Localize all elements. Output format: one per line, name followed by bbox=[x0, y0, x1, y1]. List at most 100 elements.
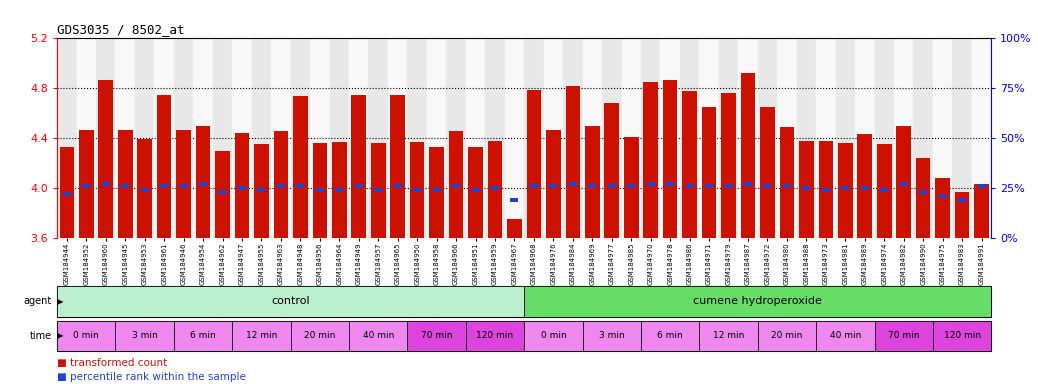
Bar bbox=[566, 86, 580, 238]
Bar bbox=[582, 321, 640, 351]
Bar bbox=[644, 82, 658, 238]
Bar bbox=[193, 38, 213, 238]
Bar bbox=[491, 186, 499, 190]
Bar bbox=[624, 137, 638, 238]
Bar bbox=[783, 184, 791, 188]
Bar bbox=[524, 286, 991, 317]
Bar bbox=[955, 192, 969, 238]
Bar bbox=[233, 321, 291, 351]
Bar bbox=[816, 321, 874, 351]
Bar bbox=[855, 38, 874, 238]
Text: 12 min: 12 min bbox=[246, 331, 277, 341]
Bar bbox=[920, 190, 927, 194]
Bar bbox=[563, 38, 582, 238]
Text: 70 min: 70 min bbox=[420, 331, 453, 341]
Bar bbox=[199, 182, 207, 186]
Bar bbox=[758, 321, 816, 351]
Text: 70 min: 70 min bbox=[887, 331, 920, 341]
Text: 120 min: 120 min bbox=[476, 331, 514, 341]
Bar bbox=[118, 129, 133, 238]
Bar bbox=[764, 184, 771, 188]
Text: ■ percentile rank within the sample: ■ percentile rank within the sample bbox=[57, 372, 246, 382]
Bar bbox=[254, 144, 269, 238]
Bar bbox=[549, 184, 557, 188]
Bar bbox=[604, 103, 619, 238]
Bar bbox=[524, 321, 582, 351]
Bar bbox=[433, 188, 440, 192]
Bar bbox=[137, 139, 152, 238]
Bar bbox=[330, 38, 349, 238]
Bar bbox=[857, 134, 872, 238]
Bar bbox=[82, 184, 90, 188]
Bar bbox=[79, 129, 93, 238]
Bar bbox=[375, 188, 382, 192]
Bar bbox=[349, 38, 368, 238]
Bar bbox=[702, 107, 716, 238]
Text: ▶: ▶ bbox=[57, 297, 63, 306]
Bar bbox=[933, 321, 991, 351]
Bar bbox=[526, 89, 541, 238]
Bar bbox=[861, 186, 869, 190]
Bar bbox=[666, 182, 674, 186]
Bar bbox=[57, 321, 115, 351]
Bar bbox=[99, 79, 113, 238]
Bar bbox=[874, 321, 933, 351]
Bar bbox=[352, 94, 366, 238]
Text: 40 min: 40 min bbox=[829, 331, 861, 341]
Bar bbox=[585, 126, 600, 238]
Bar bbox=[312, 143, 327, 238]
Bar bbox=[582, 38, 602, 238]
Bar bbox=[332, 142, 347, 238]
Bar bbox=[897, 126, 911, 238]
Bar bbox=[705, 184, 713, 188]
Bar bbox=[407, 38, 427, 238]
Bar bbox=[468, 147, 483, 238]
Bar bbox=[257, 188, 266, 192]
Text: 3 min: 3 min bbox=[132, 331, 158, 341]
Bar bbox=[640, 38, 660, 238]
Bar bbox=[802, 186, 811, 190]
Bar bbox=[721, 93, 736, 238]
Bar bbox=[57, 38, 77, 238]
Bar bbox=[335, 188, 344, 192]
Bar bbox=[836, 38, 855, 238]
Text: control: control bbox=[271, 296, 310, 306]
Bar bbox=[488, 141, 502, 238]
Bar bbox=[682, 91, 696, 238]
Bar bbox=[271, 38, 291, 238]
Bar bbox=[680, 38, 700, 238]
Bar bbox=[390, 94, 405, 238]
Bar bbox=[819, 141, 834, 238]
Bar bbox=[453, 184, 460, 188]
Text: agent: agent bbox=[24, 296, 52, 306]
Bar bbox=[738, 38, 758, 238]
Bar bbox=[293, 96, 307, 238]
Bar bbox=[952, 38, 972, 238]
Bar bbox=[799, 141, 814, 238]
Text: 6 min: 6 min bbox=[657, 331, 683, 341]
Bar bbox=[219, 190, 226, 194]
Bar bbox=[316, 188, 324, 192]
Bar bbox=[718, 38, 738, 238]
Bar bbox=[291, 38, 310, 238]
Bar bbox=[938, 194, 947, 198]
Bar bbox=[157, 94, 171, 238]
Bar bbox=[874, 38, 894, 238]
Bar bbox=[102, 182, 110, 186]
Bar bbox=[466, 38, 485, 238]
Bar bbox=[608, 184, 616, 188]
Bar bbox=[413, 188, 421, 192]
Bar bbox=[725, 184, 733, 188]
Bar bbox=[393, 184, 402, 188]
Bar bbox=[410, 142, 425, 238]
Bar bbox=[877, 144, 892, 238]
Bar bbox=[511, 198, 518, 202]
Bar bbox=[546, 129, 561, 238]
Text: 0 min: 0 min bbox=[74, 331, 100, 341]
Bar bbox=[155, 38, 174, 238]
Text: GDS3035 / 8502_at: GDS3035 / 8502_at bbox=[57, 23, 185, 36]
Text: 6 min: 6 min bbox=[190, 331, 216, 341]
Bar bbox=[975, 184, 989, 238]
Bar bbox=[233, 38, 251, 238]
Bar bbox=[115, 38, 135, 238]
